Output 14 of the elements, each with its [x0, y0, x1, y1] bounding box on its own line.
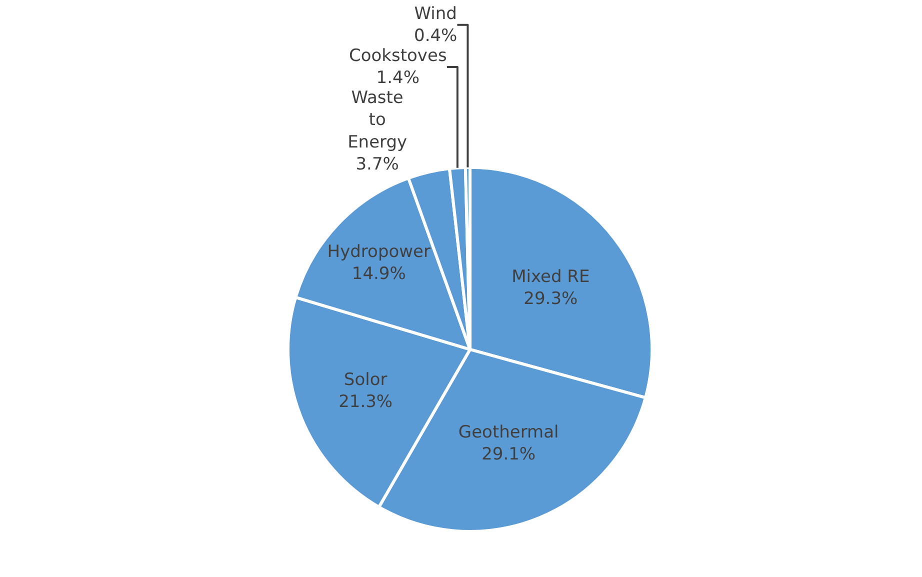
slice-label: Wind — [414, 4, 457, 24]
data-label: 29.1% — [482, 444, 536, 465]
slice-label: Mixed RE — [512, 266, 590, 287]
data-label: 0.4% — [414, 26, 458, 46]
slice-label: Geothermal — [458, 422, 559, 442]
data-label: 14.9% — [352, 264, 406, 284]
data-label: 29.3% — [524, 289, 578, 310]
slice-label: Solor — [344, 370, 388, 390]
data-label: 1.4% — [376, 68, 420, 88]
slice-label: Waste to Energy — [348, 88, 408, 152]
slice-label: Cookstoves — [348, 46, 447, 66]
slice-label: Hydropower — [327, 242, 430, 262]
data-label: 3.7% — [356, 154, 399, 174]
data-label: 21.3% — [338, 392, 393, 412]
